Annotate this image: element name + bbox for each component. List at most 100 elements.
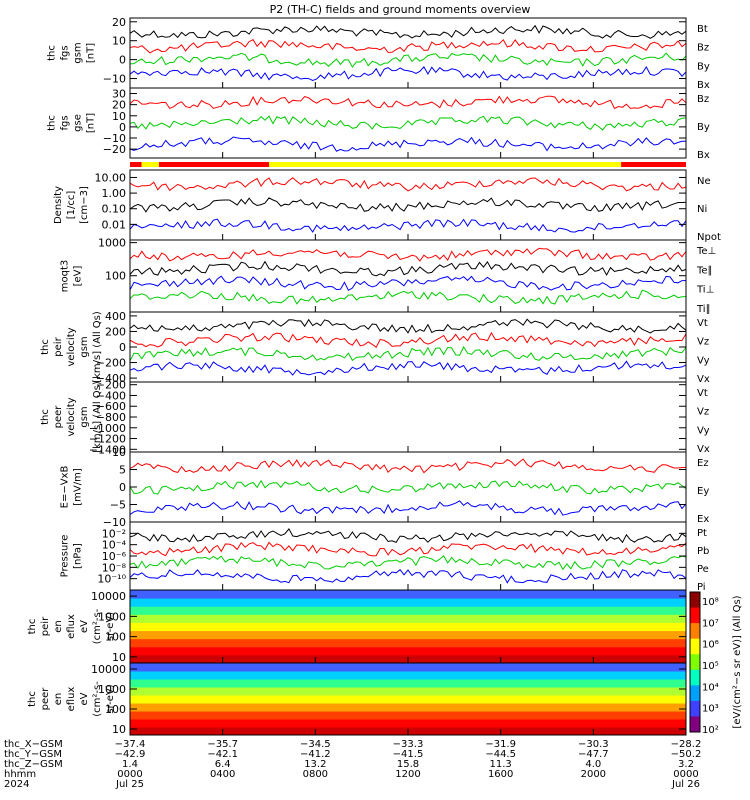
legend-Ez: Ez — [697, 458, 709, 469]
mode-bar-segment — [621, 162, 686, 167]
legend-Vy: Vy — [697, 425, 710, 436]
legend-Ne: Ne — [697, 176, 711, 187]
series-line-Pi — [129, 568, 687, 584]
spectrogram-band — [130, 638, 686, 648]
y-axis-label: thc — [27, 619, 38, 635]
x-axis-value: 13.2 — [304, 759, 326, 770]
y-tick-label: 10000 — [91, 590, 126, 603]
series-line-Vx — [129, 360, 687, 376]
y-axis-label: moqt3 — [60, 260, 71, 293]
series-line-Vt — [129, 318, 687, 334]
y-axis-label: eV — [79, 620, 90, 633]
legend-Bz: Bz — [697, 94, 709, 105]
series-line-Pb — [129, 541, 687, 557]
y-tick-label: 20 — [112, 99, 126, 112]
y-axis-label: en — [53, 693, 64, 706]
y-tick-label: 10 — [112, 651, 126, 664]
y-axis-label: fgs — [60, 45, 71, 60]
colorbar-segment — [690, 669, 700, 686]
y-tick-label: −800 — [96, 411, 126, 424]
series-line-Te⊥ — [129, 247, 687, 262]
y-tick-label: −10 — [103, 132, 126, 145]
x-axis-value: −37.4 — [115, 739, 146, 750]
x-row-label: thc_Y−GSM — [4, 749, 62, 760]
colorbar-tick-label: 10² — [702, 725, 719, 736]
y-axis-label: thc — [40, 339, 51, 355]
y-axis-label: velocity — [66, 327, 77, 366]
y-axis-label: [eV] — [73, 266, 84, 287]
chart-title: P2 (TH-C) fields and ground moments over… — [270, 3, 531, 16]
colorbar-segment — [690, 716, 700, 733]
legend-By: By — [697, 122, 710, 133]
x-row-label: hhmm — [4, 769, 36, 780]
x-axis-value: 0400 — [210, 769, 235, 780]
series-line-Ti∥ — [129, 289, 687, 305]
y-tick-label: 10 — [112, 723, 126, 736]
y-tick-label: 0 — [119, 481, 126, 494]
spectrogram-band — [130, 671, 686, 680]
y-axis-label: eV — [79, 692, 90, 705]
legend-Vx: Vx — [697, 374, 710, 385]
spectrogram-band — [130, 663, 686, 672]
y-tick-label: 1000 — [98, 237, 126, 250]
y-axis-label: Pressure — [60, 535, 71, 578]
y-axis-label: fgs — [60, 115, 71, 130]
y-tick-label: −20 — [103, 143, 126, 156]
x-axis-value: 1.4 — [122, 759, 138, 770]
x-axis-value: Jul 25 — [115, 779, 144, 790]
panel-peer-eflux: 10 100 1000 10000 thc peer en eflux eV (cm²-s-sr-… — [27, 662, 687, 736]
spectrogram-band — [130, 687, 686, 696]
legend-Pb: Pb — [697, 546, 709, 557]
y-tick-label: 1000 — [98, 610, 126, 623]
spectrogram-band — [130, 695, 686, 704]
y-axis-label: peer — [40, 687, 51, 711]
y-tick-label: 10⁻² — [102, 527, 126, 540]
y-axis-label: Density — [53, 186, 64, 224]
y-tick-label: 10 — [112, 110, 126, 123]
y-axis-label: [nT] — [86, 113, 97, 133]
legend-Vy: Vy — [697, 355, 710, 366]
y-tick-label: 200 — [105, 325, 126, 338]
x-axis-value: −28.2 — [671, 739, 702, 750]
y-tick-label: 10000 — [91, 663, 126, 676]
x-axis-value: −41.2 — [300, 749, 331, 760]
y-axis-label: (cm²-s- — [92, 608, 103, 644]
x-axis-value: 1600 — [488, 769, 513, 780]
colorbar-segment — [690, 685, 700, 702]
y-tick-label: 10 — [112, 446, 126, 459]
panel-frame — [129, 17, 687, 89]
colorbar-tick-label: 10⁸ — [702, 597, 719, 608]
colorbar-segment — [690, 654, 700, 671]
x-axis-value: 15.8 — [397, 759, 419, 770]
series-line-Npot — [129, 218, 687, 233]
spectrogram-band — [130, 590, 686, 599]
y-tick-label: −1200 — [89, 433, 126, 446]
y-tick-label: 100 — [105, 703, 126, 716]
colorbar-segment — [690, 592, 700, 609]
y-tick-label: 10 — [112, 35, 126, 48]
y-axis-label: [cm−3] — [79, 186, 90, 224]
y-axis-label: peir — [40, 616, 51, 636]
y-axis-label: peer — [53, 405, 64, 429]
y-axis-label: [mV/m] — [73, 468, 84, 506]
x-axis-value: −47.7 — [578, 749, 609, 760]
x-row-label: thc_Z−GSM — [4, 759, 63, 770]
series-line-Bz — [129, 38, 687, 54]
y-axis-label: gsm — [79, 336, 90, 357]
legend-Bz: Bz — [697, 43, 709, 54]
y-tick-label: 0.10 — [102, 203, 127, 216]
x-axis-value: −42.9 — [115, 749, 146, 760]
y-tick-label: 100 — [105, 270, 126, 283]
y-tick-label: −10 — [103, 516, 126, 529]
y-tick-label: 0 — [119, 341, 126, 354]
spectrogram-band — [130, 719, 686, 728]
colorbar: 10⁸ 10⁷ 10⁶ 10⁵ 10⁴ 10³ 10² [eV/(cm²−s sr eV)] … — [689, 591, 743, 736]
legend-Bx: Bx — [697, 80, 710, 91]
y-axis-label: thc — [47, 115, 58, 131]
x-axis-value: 0000 — [673, 769, 698, 780]
colorbar-segment — [690, 623, 700, 640]
y-axis-label: thc — [47, 45, 58, 61]
